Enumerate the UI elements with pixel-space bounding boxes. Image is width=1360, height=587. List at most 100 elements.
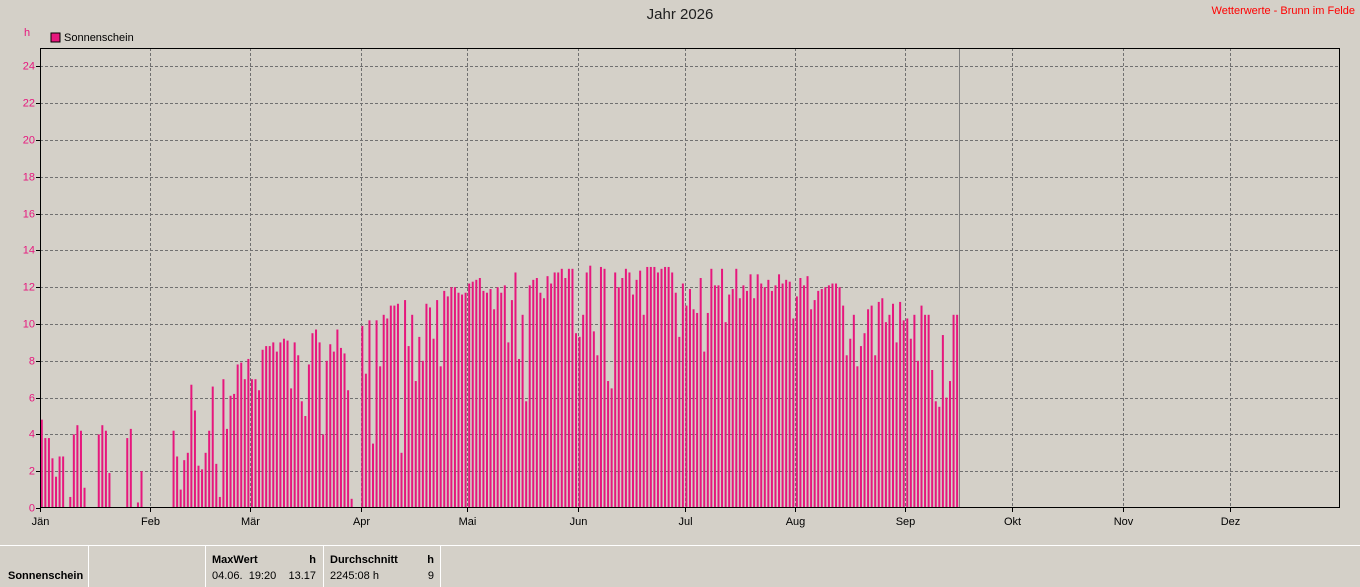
bar <box>667 266 670 508</box>
bar <box>614 272 617 508</box>
bar <box>706 312 709 508</box>
row-label: Sonnenschein <box>8 570 83 582</box>
bar <box>339 347 342 508</box>
bar <box>838 287 841 508</box>
max-time: 04.06. 19:20 <box>212 570 276 582</box>
bar <box>414 381 417 508</box>
bar <box>453 287 456 508</box>
bar <box>913 314 916 508</box>
bar <box>69 496 72 508</box>
bar <box>250 379 253 508</box>
bar <box>945 397 948 508</box>
bar <box>318 342 321 508</box>
bar <box>856 366 859 508</box>
bar <box>745 290 748 508</box>
bar <box>172 430 175 508</box>
bar <box>788 281 791 508</box>
bar <box>482 290 485 508</box>
bar <box>781 283 784 508</box>
max-value: 13.17 <box>288 570 316 582</box>
bar <box>211 386 214 508</box>
bar <box>692 309 695 508</box>
bar <box>956 314 959 508</box>
bar <box>268 346 271 508</box>
bar <box>300 401 303 508</box>
bar <box>443 290 446 508</box>
bar <box>304 416 307 508</box>
y-tick-label: 20 <box>23 134 35 146</box>
bar <box>55 476 58 508</box>
bar <box>539 292 542 508</box>
bar <box>461 294 464 508</box>
bar <box>372 443 375 508</box>
bar <box>525 401 528 508</box>
bar <box>884 322 887 508</box>
bar <box>418 336 421 508</box>
bar <box>510 300 513 508</box>
bar <box>282 338 285 508</box>
bar <box>72 434 75 508</box>
bar <box>859 346 862 508</box>
bar <box>621 278 624 508</box>
bar <box>40 419 43 508</box>
bar <box>297 355 300 508</box>
bar <box>432 338 435 508</box>
bar <box>906 318 909 508</box>
bar <box>215 463 218 508</box>
bar <box>924 314 927 508</box>
bar <box>325 360 328 508</box>
bar <box>101 425 104 508</box>
bar <box>753 298 756 508</box>
bar <box>407 346 410 508</box>
chart-title: Jahr 2026 <box>647 6 714 23</box>
bar <box>778 274 781 508</box>
bar <box>97 434 100 508</box>
bar <box>507 342 510 508</box>
bar <box>624 268 627 508</box>
bar <box>689 289 691 508</box>
bar <box>678 336 681 508</box>
bar <box>867 309 870 508</box>
bar <box>934 401 937 508</box>
bar <box>532 279 535 508</box>
bar <box>632 294 635 508</box>
x-tick-label: Aug <box>786 516 806 528</box>
bar <box>528 285 531 508</box>
bar <box>603 268 606 508</box>
bar <box>208 430 211 508</box>
bar <box>518 358 521 508</box>
y-tick-label: 18 <box>23 171 35 183</box>
bar <box>176 456 179 508</box>
bar <box>535 278 538 508</box>
bar <box>852 314 855 508</box>
y-tick-label: 0 <box>29 502 35 514</box>
bar <box>514 272 517 508</box>
bar <box>436 300 439 508</box>
bar <box>660 268 663 508</box>
bar <box>375 320 378 508</box>
bar <box>881 298 884 508</box>
bar <box>806 276 809 508</box>
y-tick-label: 8 <box>29 355 35 367</box>
bar <box>607 381 610 508</box>
bar <box>802 285 805 508</box>
y-tick-label: 4 <box>29 428 35 440</box>
bar <box>845 355 848 508</box>
bar <box>396 303 399 508</box>
bar <box>656 272 659 508</box>
bar <box>279 342 282 508</box>
bar <box>393 305 396 508</box>
bar <box>108 473 111 508</box>
bar <box>735 268 738 508</box>
bar <box>521 314 524 508</box>
bar <box>489 289 492 508</box>
bar <box>186 452 189 508</box>
bar <box>731 289 734 508</box>
bar <box>870 305 873 508</box>
bar <box>368 320 371 508</box>
bar <box>311 333 314 508</box>
bar <box>810 309 813 508</box>
bar <box>315 329 318 508</box>
bar <box>446 296 449 508</box>
